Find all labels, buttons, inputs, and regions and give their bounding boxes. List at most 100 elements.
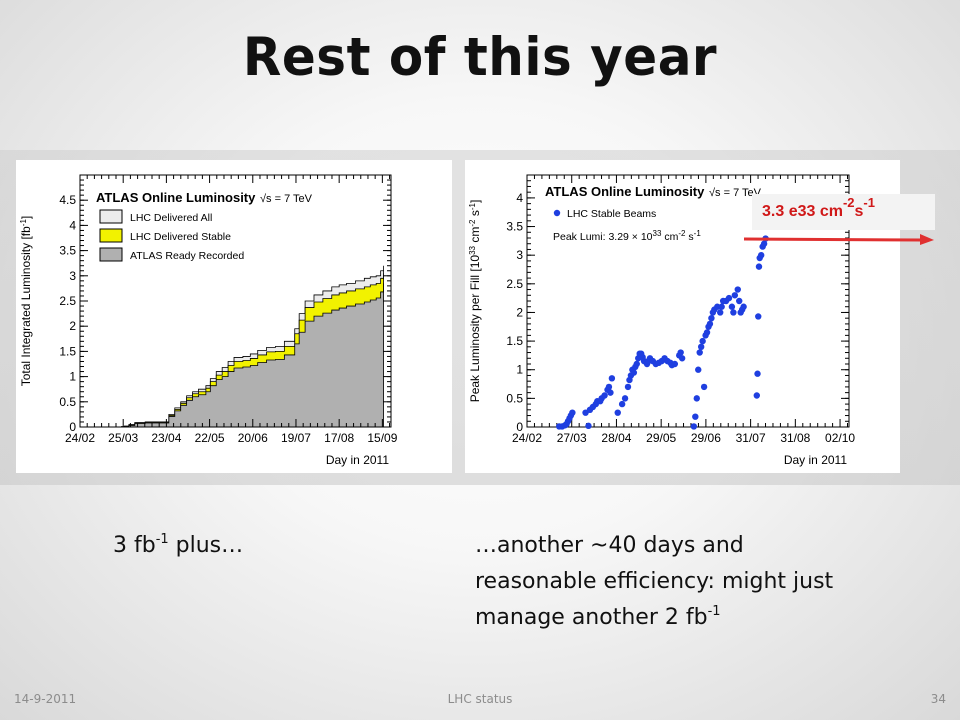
data-point [731, 292, 739, 299]
chart-title: ATLAS Online Luminosity [96, 190, 256, 205]
x-axis-label: Day in 2011 [326, 453, 389, 467]
chart-title: ATLAS Online Luminosity [545, 184, 705, 199]
peak-lumi-label-part: 33 [653, 229, 662, 238]
data-point [569, 409, 576, 416]
data-point [624, 383, 632, 391]
caption-right-line2: reasonable efficiency: might just [475, 569, 834, 594]
peak-luminosity-svg: 0 0.5 1 1.5 2 2.5 3 3.5 4 24/02 27/03 28/04 29/05 29/… [468, 174, 855, 467]
slide-title: Rest of this year [242, 26, 718, 88]
x-tick-label: 15/09 [367, 431, 397, 445]
legend-swatch [99, 247, 123, 262]
y-tick-label: 2.5 [506, 277, 523, 291]
y-tick-label: 3.5 [506, 220, 523, 234]
data-point [633, 360, 640, 368]
data-point [734, 286, 741, 293]
data-point [605, 383, 613, 391]
x-tick-label: 24/02 [65, 431, 95, 445]
peak-value-callout: 3.3 e33 cm-2s-1 [752, 194, 935, 230]
data-point [614, 409, 621, 416]
y-tick-label: 3.5 [59, 244, 76, 258]
y-tick-label: 2 [516, 305, 523, 319]
legend-marker [553, 209, 561, 217]
x-tick-label: 31/07 [736, 431, 766, 445]
callout-arrow-icon [743, 234, 934, 245]
caption-left-sup: -1 [155, 532, 169, 547]
data-point [690, 423, 698, 430]
data-point [714, 303, 721, 310]
recorded-area [80, 283, 384, 428]
energy-annotation: √s = 7 TeV [709, 187, 762, 199]
data-point [753, 392, 760, 399]
legend-label: LHC Stable Beams [567, 208, 656, 220]
caption-left-main: 3 fb [113, 533, 156, 558]
y-axis-label-part: s [468, 210, 482, 219]
y-axis-label: Total Integrated Luminosity [fb-1] [19, 216, 34, 387]
data-point [697, 343, 705, 351]
y-axis-label-part: 33 [468, 245, 477, 254]
legend-swatch [99, 209, 123, 224]
x-tick-label: 29/06 [691, 431, 721, 445]
y-tick-label: 0 [69, 420, 76, 434]
callout-sup1: -2 [842, 195, 855, 210]
x-tick-label: 25/03 [108, 431, 138, 445]
data-point [696, 349, 703, 356]
data-point [755, 313, 762, 320]
callout-main: 3.3 e33 cm [762, 203, 843, 220]
data-point [703, 329, 711, 336]
legend-label: LHC Delivered Stable [130, 231, 231, 243]
data-point [608, 375, 616, 382]
integrated-luminosity-chart: 0 0.5 1 1.5 2 2.5 3 3.5 4 4.5 24/02 25/03 23/04 22/05… [16, 160, 452, 473]
peak-lumi-label: Peak Lumi: 3.29 × 1033 cm-2 s-1 [553, 229, 701, 244]
y-tick-label: 3 [69, 269, 76, 283]
data-point [760, 240, 768, 247]
y-tick-label: 2.5 [59, 294, 76, 308]
data-point [700, 383, 708, 391]
x-tick-label: 22/05 [195, 431, 225, 445]
caption-right-line3: manage another 2 fb [475, 605, 708, 630]
data-point [755, 263, 763, 270]
y-tick-label: 0.5 [506, 391, 523, 405]
y-tick-label: 3 [516, 248, 523, 262]
callout-mid: s [854, 203, 864, 220]
data-point [695, 366, 702, 373]
data-point [630, 369, 638, 376]
data-point [717, 309, 724, 316]
data-point [699, 337, 706, 345]
data-point [740, 303, 747, 310]
legend-label: LHC Delivered All [130, 212, 212, 224]
x-tick-label: 31/08 [780, 431, 810, 445]
y-tick-label: 1.5 [59, 344, 76, 358]
y-axis-label-part: Total Integrated Luminosity [fb [19, 226, 33, 386]
x-tick-label: 28/04 [601, 431, 631, 445]
peak-lumi-label-part: cm [661, 231, 678, 243]
caption-right: …another ~40 days and reasonable efficie… [475, 528, 925, 636]
caption-left: 3 fb-1 plus… [113, 528, 243, 564]
x-tick-label: 19/07 [281, 431, 311, 445]
data-point [693, 395, 700, 402]
y-axis-label-part: -1 [19, 219, 28, 227]
data-point [585, 422, 592, 430]
y-axis-label: Peak Luminosity per Fill [1033 cm-2 s-1] [468, 200, 483, 403]
data-point [728, 303, 736, 310]
y-tick-label: 2 [69, 319, 76, 333]
caption-right-line3-wrap: manage another 2 fb-1 [475, 600, 925, 636]
legend-swatch [99, 228, 123, 243]
data-point [730, 309, 737, 316]
peak-lumi-label-part: -1 [694, 229, 702, 238]
data-point [736, 297, 743, 305]
x-axis-label: Day in 2011 [784, 453, 847, 467]
caption-right-sup: -1 [707, 604, 721, 619]
y-tick-label: 1.5 [506, 334, 523, 348]
y-tick-label: 0.5 [59, 395, 76, 409]
x-tick-label: 20/06 [238, 431, 268, 445]
y-axis-label-part: -1 [468, 203, 477, 211]
data-point [601, 392, 608, 399]
x-tick-label: 17/08 [324, 431, 354, 445]
y-tick-label: 0 [516, 420, 523, 434]
y-tick-label: 4 [516, 191, 523, 205]
data-point [607, 389, 614, 396]
y-axis-label-part: ] [19, 216, 33, 219]
peak-lumi-label-part: s [685, 231, 693, 243]
x-tick-label: 29/05 [646, 431, 676, 445]
callout-sup2: -1 [863, 195, 875, 210]
